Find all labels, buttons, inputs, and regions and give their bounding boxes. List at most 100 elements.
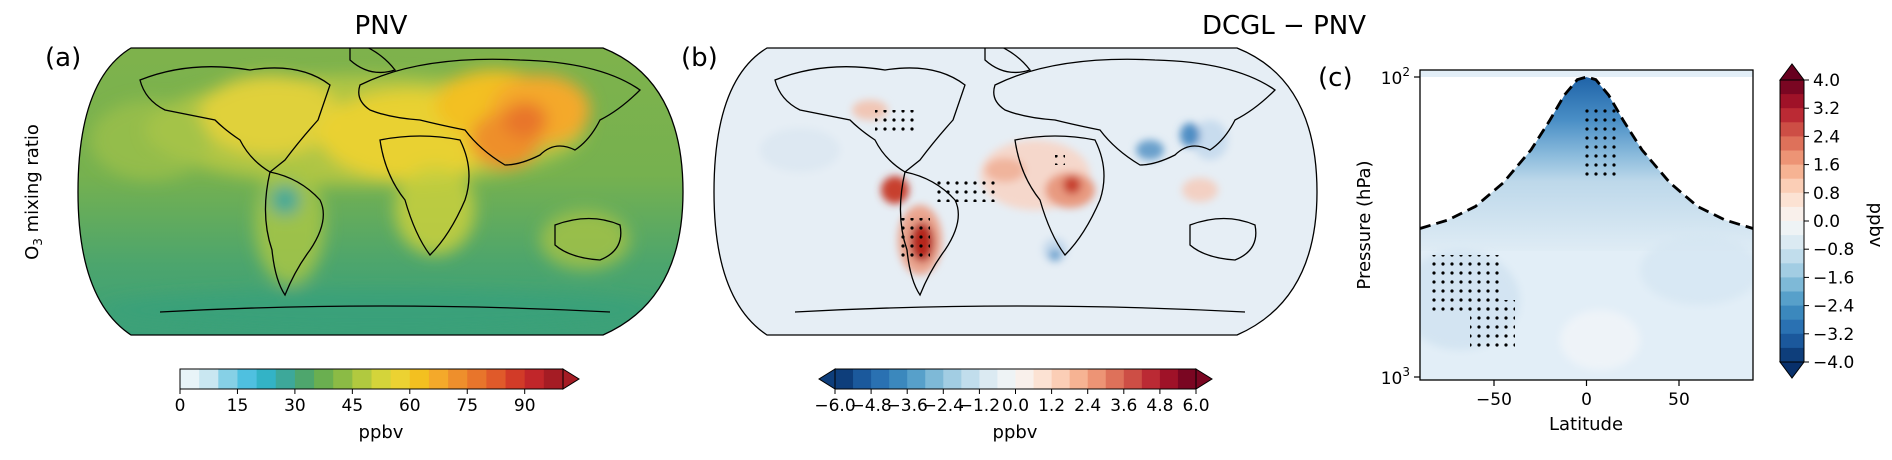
panel-b-colorbar: −6.0−4.8−3.6−2.4−1.2 0.0 1.2 2.4 3.6 4.8 6.0 [814,368,1213,416]
panel-a-ylabel: O3 mixing ratio [22,124,45,260]
panel-a-map-frame [77,47,684,336]
colorbar-c-cell [1780,347,1804,363]
colorbar-a-cell [505,369,526,389]
colorbar-a-cell [199,369,219,389]
colorbar-b-tick-label: 1.2 [1038,396,1065,416]
colorbar-b-cell [889,369,908,389]
panel-a-colorbar: 0 15 30 45 60 75 90 [175,368,580,416]
panel-a-map-field [78,48,683,335]
colorbar-b-cell [1177,369,1197,389]
panel-c-tropopause-line [1420,75,1753,230]
colorbar-a-cell [543,369,564,389]
colorbar-c-cell [1780,249,1804,264]
colorbar-b-extend-max [1195,368,1213,390]
colorbar-c-cell [1780,150,1804,166]
panel-b-colorbar-label: ppbv [993,422,1038,443]
colorbar-b-cell [1123,369,1143,389]
colorbar-a-cell [352,369,372,389]
colorbar-c-cell [1780,235,1804,250]
colorbar-a-cell [371,369,392,389]
colorbar-a-tick-label: 90 [514,396,536,416]
colorbar-b-tick-label: 0.0 [1002,396,1029,416]
colorbar-b-cell [979,369,998,389]
panel-c-xticks: −50 0 50 [1476,380,1690,410]
colorbar-b-cell [1105,369,1125,389]
colorbar-c-cell [1780,164,1804,180]
panel-c-stipple-sh2 [1470,300,1515,350]
colorbar-a-cell [448,369,468,389]
colorbar-a-tick-label: 15 [227,396,249,416]
colorbar-a-extend-max [562,368,580,390]
colorbar-c-cell [1780,263,1804,278]
panel-c-ytick-1000: 103 [1381,365,1410,389]
colorbar-c-extend-max [1779,63,1805,81]
colorbar-b-tick-label: 4.8 [1146,396,1173,416]
colorbar-c-tick-label: −1.6 [1813,268,1854,288]
colorbar-b-cell [1069,369,1089,389]
panel-c-field [1420,70,1753,380]
colorbar-a-cell [486,369,507,389]
colorbar-c-tick-label: 4.0 [1813,71,1840,91]
colorbar-b-tick-label: −6.0 [814,396,855,416]
colorbar-c-cell [1780,221,1804,236]
colorbar-a-cell [256,369,277,389]
colorbar-b-cell [1087,369,1107,389]
panel-c-above-tropopause [1420,77,1753,229]
colorbar-b-cell [1015,369,1035,389]
colorbar-a-cell [390,369,411,389]
colorbar-b-cell [1051,369,1071,389]
colorbar-b-tick-label: −1.2 [959,396,1000,416]
colorbar-c-cell [1780,319,1804,335]
colorbar-c-tick-label: 2.4 [1813,127,1840,147]
panel-a-coastlines [139,48,642,313]
colorbar-b-tick-label: −2.4 [923,396,964,416]
colorbar-c-cell [1780,108,1804,123]
colorbar-a-cell [180,369,200,389]
colorbar-c-cell [1780,136,1804,151]
panel-c-ytick-100: 102 [1381,65,1410,89]
colorbar-b-extend-min [818,368,836,390]
colorbar-c-cell [1780,122,1804,137]
colorbar-b-cell [943,369,962,389]
colorbar-c-cell [1780,192,1804,208]
colorbar-a-cell [237,369,258,389]
colorbar-a-cell [333,369,353,389]
colorbar-b-cell [835,369,854,389]
panel-label-b: (b) [681,43,718,73]
colorbar-c-cell [1780,305,1804,321]
colorbar-c-tick-label: 0.0 [1813,212,1840,232]
colorbar-c-tick-label: −3.2 [1813,325,1854,345]
panel-c: (c) 102 103 Pressure (hPa) −50 0 50 Latitu… [1318,63,1886,435]
colorbar-b-cell [1159,369,1179,389]
colorbar-c-tick-label: −2.4 [1813,297,1854,317]
colorbar-a-cell [218,369,238,389]
colorbar-b-tick-label: 6.0 [1182,396,1209,416]
colorbar-c-tick-label: 3.2 [1813,99,1840,119]
colorbar-b-cell [1141,369,1161,389]
colorbar-c-tick-label: 0.8 [1813,184,1840,204]
panel-c-colorbar: 4.0 3.2 2.4 1.6 0.8 0.0 −0.8 −1.6 −2.4 −3.2 −4.0 [1779,63,1854,379]
colorbar-a-cell [314,369,334,389]
colorbar-c-extend-min [1779,361,1805,379]
panel-c-colorbar-label: ppbv [1865,203,1886,248]
colorbar-a-cell [275,369,296,389]
colorbar-b-cell [961,369,980,389]
colorbar-a-tick-label: 60 [399,396,421,416]
panel-c-xtick-label: 0 [1581,390,1592,410]
colorbar-c-cell [1780,277,1804,292]
colorbar-a-cell [409,369,430,389]
colorbar-a-tick-label: 45 [342,396,364,416]
colorbar-b-cell [997,369,1016,389]
panel-b-map-field [714,48,1317,335]
colorbar-a-cell [428,369,449,389]
panel-c-xlabel: Latitude [1549,414,1623,435]
colorbar-a-tick-label: 75 [456,396,478,416]
panel-a-title: PNV [355,11,408,41]
panel-b-coastlines [774,48,1277,313]
colorbar-b-cell [871,369,890,389]
colorbar-c-cell [1780,94,1804,109]
colorbar-c-tick-label: −0.8 [1813,240,1854,260]
colorbar-a-cell [467,369,487,389]
colorbar-a-tick-label: 30 [284,396,306,416]
